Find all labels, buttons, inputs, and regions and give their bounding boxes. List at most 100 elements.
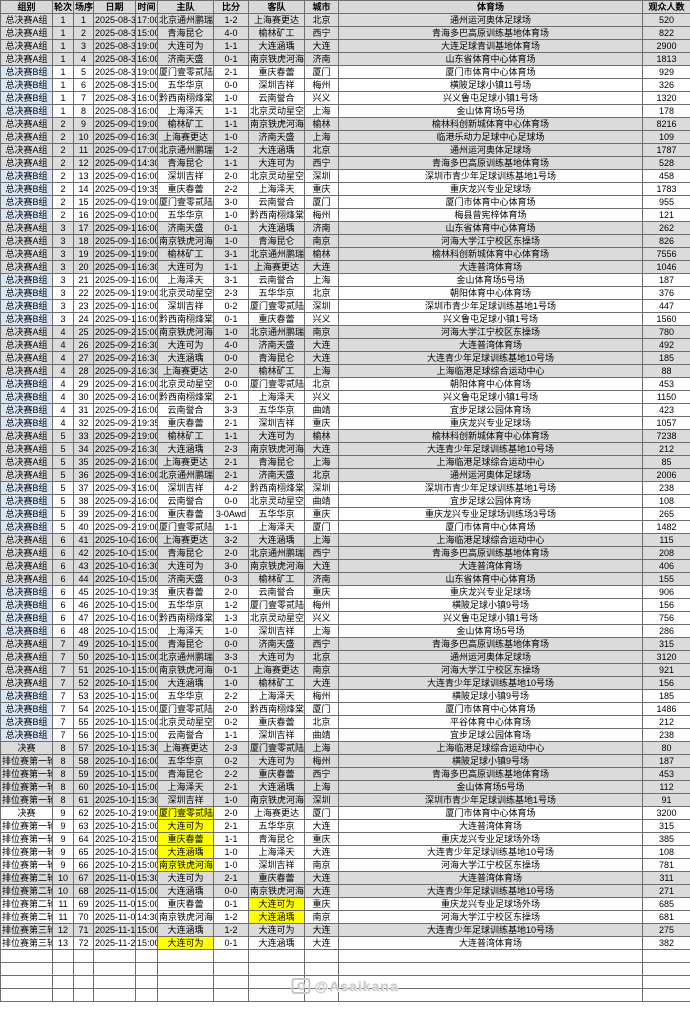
empty-row [0, 988, 690, 1002]
match-row: 总决赛A组7492025-10-1215:00青海昆仑0-0济南天盛西宁青海多巴… [0, 637, 690, 651]
cell-group: 总决赛B组 [0, 598, 53, 612]
cell-home-team: 大连可为 [157, 39, 214, 53]
cell-time: 14:30 [135, 910, 158, 924]
cell-city: 厦门 [304, 806, 339, 820]
cell-score: 3-0 [213, 559, 249, 573]
cell-date: 2025-10-25 [93, 819, 136, 833]
cell-match-no: 10 [73, 130, 94, 144]
cell-round: 10 [52, 871, 74, 885]
cell-attendance: 315 [642, 637, 690, 651]
cell-time: 16:30 [135, 364, 158, 378]
cell-time: 16:00 [135, 611, 158, 625]
cell-stadium: 大连青少年足球训练基地10号场 [338, 442, 643, 456]
match-row: 总决赛A组6412025-10-0416:00上海赛更达3-2大连涵瑀上海上海临… [0, 533, 690, 547]
cell-time: 15:00 [135, 624, 158, 638]
cell-attendance: 423 [642, 403, 690, 417]
cell-stadium: 大连足球青训基地体育场 [338, 39, 643, 53]
match-row: 排位赛第二轮11702025-11-0914:30南京铁虎河海1-2大连涵瑀南京… [0, 910, 690, 924]
match-row: 总决赛A组6432025-10-0416:30大连可为3-0南京铁虎河海大连大连… [0, 559, 690, 573]
cell-away-team: 大连可为 [248, 429, 305, 443]
cell-group: 排位赛第一轮 [0, 845, 53, 859]
cell-city: 西宁 [304, 156, 339, 170]
cell-away-team: 北京灵动星空 [248, 494, 305, 508]
cell-date: 2025-10-04 [93, 559, 136, 573]
match-row: 总决赛B组5402025-09-2719:00厦门壹零贰陆1-1上海泽天厦门厦门… [0, 520, 690, 534]
cell-date: 2025-11-16 [93, 923, 136, 937]
cell-round: 3 [52, 312, 74, 326]
cell-round: 7 [52, 663, 74, 677]
match-row: 总决赛B组5382025-09-2716:00云南誉合0-0北京灵动星空曲靖宜步… [0, 494, 690, 508]
match-row: 总决赛A组4252025-09-2015:00南京铁虎河海1-0北京通州鹏瑞南京… [0, 325, 690, 339]
cell-match-no: 56 [73, 728, 94, 742]
cell-stadium: 重庆龙兴专业足球场 [338, 182, 643, 196]
cell-score: 2-1 [213, 819, 249, 833]
cell-away-team: 上海赛更达 [248, 260, 305, 274]
cell-city: 深圳 [304, 481, 339, 495]
match-row: 总决赛B组172025-08-3116:00黔西南栩烽棠1-0云南誉合兴义兴义鲁… [0, 91, 690, 105]
cell-attendance: 85 [642, 455, 690, 469]
cell-stadium: 深圳市青少年足球训练基地1号场 [338, 299, 643, 313]
cell-round: 3 [52, 260, 74, 274]
cell-match-no: 14 [73, 182, 94, 196]
cell-away-team: 济南天盛 [248, 468, 305, 482]
cell-city: 重庆 [304, 585, 339, 599]
cell-score: 3-2 [213, 533, 249, 547]
cell-match-no: 64 [73, 832, 94, 846]
cell-group: 总决赛A组 [0, 234, 53, 248]
cell-home-team: 五华华京 [157, 754, 214, 768]
cell-attendance: 681 [642, 910, 690, 924]
cell-date: 2025-08-30 [93, 52, 136, 66]
cell-round: 7 [52, 728, 74, 742]
cell-score: 0-2 [213, 754, 249, 768]
cell-round: 2 [52, 156, 74, 170]
cell-score: 2-3 [213, 286, 249, 300]
empty-cell [73, 975, 94, 989]
cell-city: 西宁 [304, 26, 339, 40]
cell-score: 0-1 [213, 52, 249, 66]
cell-time: 15:00 [135, 845, 158, 859]
match-row: 总决赛A组4272025-09-2016:30大连涵瑀0-0青海昆仑大连大连青少… [0, 351, 690, 365]
cell-attendance: 178 [642, 104, 690, 118]
cell-round: 4 [52, 416, 74, 430]
cell-city: 南京 [304, 663, 339, 677]
cell-stadium: 山东省体育中心体育场 [338, 52, 643, 66]
col-header-date: 日期 [93, 0, 136, 14]
cell-date: 2025-10-04 [93, 533, 136, 547]
cell-match-no: 36 [73, 468, 94, 482]
cell-away-team: 北京通州鹏瑞 [248, 325, 305, 339]
empty-row [0, 962, 690, 976]
cell-attendance: 187 [642, 754, 690, 768]
empty-cell [213, 988, 249, 1002]
match-row: 总决赛A组5362025-09-3016:00北京通州鹏瑞2-1济南天盛北京通州… [0, 468, 690, 482]
empty-cell [73, 988, 94, 1002]
match-row: 总决赛A组2112025-09-0617:00北京通州鹏瑞1-2大连涵瑀北京通州… [0, 143, 690, 157]
col-header-stadium: 体育场 [338, 0, 643, 14]
cell-stadium: 重庆龙兴专业足球场训练场3号场 [338, 507, 643, 521]
cell-group: 总决赛A组 [0, 143, 53, 157]
empty-cell [52, 975, 74, 989]
cell-round: 1 [52, 91, 74, 105]
cell-match-no: 48 [73, 624, 94, 638]
cell-group: 总决赛A组 [0, 637, 53, 651]
cell-city: 南京 [304, 910, 339, 924]
cell-round: 5 [52, 455, 74, 469]
cell-score: 1-2 [213, 910, 249, 924]
cell-date: 2025-09-14 [93, 273, 136, 287]
cell-home-team: 上海赛更达 [157, 741, 214, 755]
cell-time: 15:00 [135, 715, 158, 729]
cell-attendance: 376 [642, 286, 690, 300]
cell-home-team: 青海昆仑 [157, 546, 214, 560]
cell-time: 15:00 [135, 546, 158, 560]
match-row: 总决赛B组4302025-09-2116:00黔西南栩烽棠2-1上海泽天兴义兴义… [0, 390, 690, 404]
cell-date: 2025-10-18 [93, 780, 136, 794]
cell-time: 16:30 [135, 442, 158, 456]
cell-date: 2025-09-21 [93, 416, 136, 430]
cell-away-team: 济南天盛 [248, 130, 305, 144]
cell-date: 2025-08-30 [93, 26, 136, 40]
cell-city: 北京 [304, 13, 339, 27]
cell-away-team: 厦门壹零贰陆 [248, 598, 305, 612]
cell-round: 7 [52, 650, 74, 664]
cell-away-team: 青海昆仑 [248, 832, 305, 846]
cell-city: 济南 [304, 572, 339, 586]
cell-city: 重庆 [304, 182, 339, 196]
